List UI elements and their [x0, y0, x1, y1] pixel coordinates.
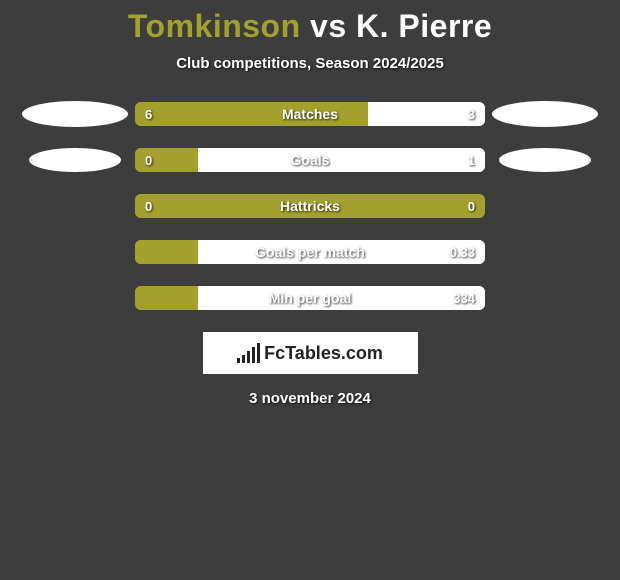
stat-bar: Hattricks0 0	[135, 194, 485, 218]
logo: FcTables.com	[237, 343, 383, 364]
stat-bar: Matches6 3	[135, 102, 485, 126]
stat-right-value: 0.33	[440, 240, 485, 264]
stats-rows: Matches63Goals01Hattricks00Goals per mat…	[0, 102, 620, 310]
logo-bar	[252, 347, 255, 363]
player1-ellipse-icon	[29, 148, 121, 172]
stat-row: Goals per match0.33	[0, 240, 620, 264]
subtitle: Club competitions, Season 2024/2025	[0, 55, 620, 72]
stat-label: Hattricks	[135, 194, 485, 218]
stat-row: Hattricks0 0	[0, 194, 620, 218]
stat-bar: Goals0 1	[135, 148, 485, 172]
stat-bar: Goals per match0.33	[135, 240, 485, 264]
stat-label: Goals	[135, 148, 485, 172]
logo-bar	[257, 343, 260, 363]
player2-ellipse-icon	[499, 148, 591, 172]
logo-text: FcTables.com	[264, 343, 383, 364]
left-ellipse-slot	[15, 148, 135, 172]
title-player1: Tomkinson	[128, 8, 301, 44]
right-ellipse-slot	[485, 148, 605, 172]
player1-ellipse-icon	[22, 101, 128, 127]
stat-label: Matches	[135, 102, 485, 126]
left-ellipse-slot	[15, 101, 135, 127]
stat-right-value: 3	[458, 102, 485, 126]
logo-bar	[247, 351, 250, 363]
logo-bars-icon	[237, 343, 260, 363]
stat-row: Goals0 1	[0, 148, 620, 172]
date-text: 3 november 2024	[0, 390, 620, 407]
title-vs: vs	[310, 8, 347, 44]
logo-bar	[242, 355, 245, 363]
stat-label: Min per goal	[135, 286, 485, 310]
stat-row: Min per goal334	[0, 286, 620, 310]
stat-left-value: 0	[135, 194, 162, 218]
player2-ellipse-icon	[492, 101, 598, 127]
stat-left-value: 6	[135, 102, 162, 126]
stat-label: Goals per match	[135, 240, 485, 264]
stat-left-value: 0	[135, 148, 162, 172]
logo-box: FcTables.com	[203, 332, 418, 374]
logo-bar	[237, 358, 240, 363]
stat-right-value: 1	[458, 148, 485, 172]
page-title: Tomkinson vs K. Pierre	[0, 8, 620, 45]
title-player2: K. Pierre	[356, 8, 492, 44]
stat-right-value: 0	[458, 194, 485, 218]
stat-right-value: 334	[443, 286, 485, 310]
stat-row: Matches6 3	[0, 102, 620, 126]
right-ellipse-slot	[485, 101, 605, 127]
stat-bar: Min per goal334	[135, 286, 485, 310]
